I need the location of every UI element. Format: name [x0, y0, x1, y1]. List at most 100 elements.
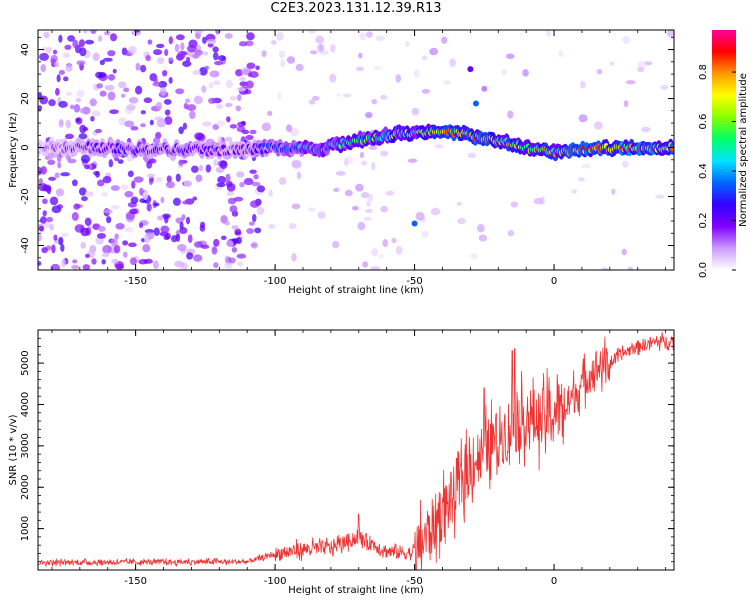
- snr-frame: [37, 329, 675, 571]
- spectrogram-noise-cell: [501, 68, 507, 76]
- spectrogram-noise-cell: [243, 177, 254, 186]
- spectrogram-noise-cell: [95, 237, 104, 245]
- spectrogram-noise-cell: [217, 55, 226, 62]
- spectrogram-noise-cell: [61, 258, 66, 268]
- spectrogram-noise-cell: [160, 225, 170, 234]
- spectrogram-noise-cell: [96, 232, 106, 239]
- spectrogram-noise-cell: [97, 225, 106, 232]
- spectrogram-heatmap: [38, 30, 674, 270]
- spectrogram-blob: [467, 66, 474, 73]
- spectrogram-noise-cell: [578, 114, 588, 123]
- spectrogram-noise-cell: [42, 46, 47, 52]
- spectrogram-noise-cell: [246, 228, 255, 235]
- spectrogram-noise-cell: [124, 226, 134, 233]
- spectrogram-noise-cell: [102, 244, 112, 254]
- spectrogram-noise-cell: [130, 196, 139, 204]
- spectrogram-noise-cell: [224, 262, 233, 269]
- spectrogram-noise-cell: [255, 65, 260, 71]
- spectrogram-noise-cell: [456, 217, 466, 225]
- spectrogram-noise-cell: [333, 187, 340, 192]
- spectrogram-noise-cell: [58, 70, 66, 75]
- spectrogram-noise-cell: [71, 212, 79, 221]
- spectrogram-noise-cell: [233, 196, 244, 202]
- spectrogram-noise-cell: [176, 244, 187, 252]
- spectrogram-noise-cell: [129, 208, 138, 215]
- spectrogram-noise-cell: [627, 266, 634, 270]
- spectrogram-noise-cell: [80, 227, 90, 237]
- spectrogram-noise-cell: [213, 80, 221, 86]
- spectrogram-noise-cell: [193, 254, 203, 262]
- spectrogram-noise-cell: [405, 41, 410, 48]
- spectrogram-noise-cell: [82, 264, 91, 270]
- spectrogram-noise-cell: [155, 176, 163, 183]
- spectrogram-noise-cell: [329, 73, 337, 83]
- spectrogram-noise-cell: [114, 233, 119, 240]
- spectrogram-noise-cell: [89, 98, 97, 107]
- spectrogram-noise-cell: [109, 109, 119, 115]
- spectrogram-noise-cell: [175, 34, 185, 41]
- spectrogram-noise-cell: [249, 129, 257, 135]
- spectrogram-noise-cell: [356, 66, 362, 71]
- spectrogram-noise-cell: [533, 197, 544, 205]
- spectrogram-noise-cell: [156, 43, 165, 49]
- spectrogram-noise-cell: [142, 191, 149, 201]
- spectrogram-noise-cell: [211, 246, 218, 255]
- spectrogram-noise-cell: [63, 76, 69, 82]
- spectrogram-noise-cell: [67, 35, 76, 42]
- spectrogram-noise-cell: [38, 261, 42, 266]
- colorbar-tick-label: 0.8: [698, 64, 709, 80]
- spectrogram-noise-cell: [95, 71, 103, 79]
- spectrogram-noise-cell: [240, 120, 246, 125]
- snr-y-ticks: 1000 2000 3000 4000 5000: [20, 329, 674, 571]
- spectrogram-noise-cell: [49, 196, 59, 206]
- y-tick-label: 20: [20, 92, 31, 105]
- spectrogram-noise-cell: [57, 161, 62, 169]
- spectrogram-noise-cell: [75, 97, 82, 103]
- spectrogram-noise-cell: [82, 126, 89, 132]
- spectrogram-noise-cell: [168, 57, 173, 62]
- spectrogram-noise-cell: [522, 68, 529, 77]
- spectrogram-noise-cell: [307, 30, 317, 34]
- spectrogram-noise-cell: [153, 137, 161, 145]
- spectrogram-noise-cell: [231, 225, 239, 230]
- spectrogram-noise-cell: [76, 60, 86, 66]
- spectrogram-noise-cell: [65, 91, 73, 96]
- spectrogram-noise-cell: [42, 210, 47, 217]
- spectrogram-noise-cell: [168, 36, 174, 45]
- spectrogram-noise-cell: [163, 214, 169, 224]
- colorbar-tick-label: 0.4: [698, 163, 709, 179]
- spectrogram-noise-cell: [140, 64, 147, 73]
- spectrogram-noise-cell: [217, 175, 227, 184]
- spectrogram-noise-cell: [421, 230, 429, 239]
- spectrogram-noise-cell: [152, 82, 162, 87]
- spectrogram-noise-cell: [371, 162, 376, 171]
- spectrogram-noise-cell: [101, 252, 110, 258]
- spectrogram-noise-cell: [38, 178, 43, 185]
- spectrogram-noise-cell: [371, 248, 379, 257]
- spectrogram-noise-cell: [291, 161, 302, 169]
- spectrogram-noise-cell: [157, 57, 165, 65]
- spectrogram-noise-cell: [380, 94, 388, 100]
- spectrogram-noise-cell: [181, 214, 186, 221]
- spectrogram-noise-cell: [40, 216, 47, 224]
- spectrogram-noise-cell: [110, 205, 120, 210]
- spectrogram-noise-cell: [212, 51, 219, 61]
- spectrogram-noise-cell: [226, 79, 233, 89]
- spectrogram-noise-cell: [368, 145, 378, 151]
- spectrogram-noise-cell: [193, 53, 200, 59]
- colorbar: 0.0 0.2 0.4 0.6 0.8 Normalized spectral ampl…: [698, 30, 749, 278]
- spectrogram-noise-cell: [429, 47, 439, 56]
- spectrogram-noise-cell: [578, 177, 585, 182]
- spectrogram-x-ticks: -150 -100 -50 0: [51, 30, 667, 287]
- spectrogram-noise-cell: [224, 136, 233, 142]
- spectrogram-noise-cell: [54, 172, 60, 179]
- spectrogram-noise-cell: [58, 236, 64, 246]
- spectrogram-noise-cell: [79, 47, 87, 57]
- spectrogram-noise-cell: [38, 91, 43, 100]
- spectrogram-noise-cell: [415, 211, 425, 221]
- spectrogram-noise-cell: [380, 205, 388, 213]
- spectrogram-noise-cell: [365, 208, 373, 214]
- spectrogram-noise-cell: [622, 160, 629, 168]
- spectrogram-noise-cell: [363, 216, 372, 222]
- spectrogram-noise-cell: [109, 33, 118, 42]
